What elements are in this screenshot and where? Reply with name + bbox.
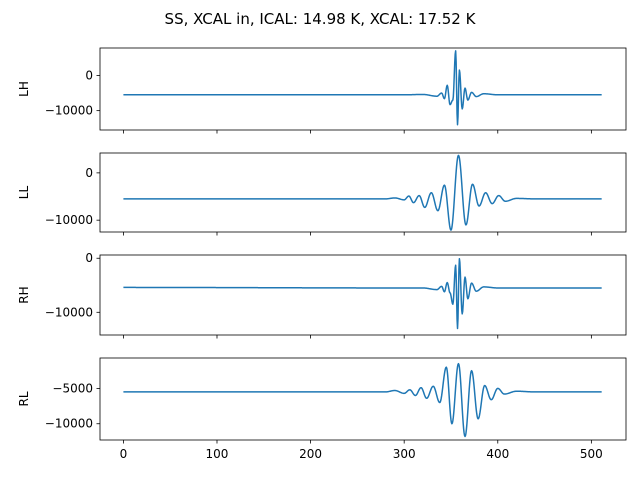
y-tick-label: 0 bbox=[85, 251, 93, 265]
y-tick-label: −10000 bbox=[45, 417, 93, 431]
x-tick-label: 200 bbox=[299, 447, 322, 461]
series-line-rh bbox=[123, 258, 602, 330]
figure-suptitle: SS, XCAL in, ICAL: 14.98 K, XCAL: 17.52 … bbox=[165, 10, 477, 28]
x-tick-label: 100 bbox=[206, 447, 229, 461]
axes-frame bbox=[99, 152, 627, 233]
subplot-ll: 0 −10000 LL bbox=[17, 152, 627, 236]
y-tick-label: −5000 bbox=[52, 381, 93, 395]
y-tick-label: 0 bbox=[85, 68, 93, 82]
axes-frame bbox=[99, 47, 627, 131]
y-axis-label: RL bbox=[17, 391, 31, 406]
subplot-rl: −5000 −10000 0 100 200 300 400 500 RL bbox=[17, 357, 627, 461]
y-tick-label: −10000 bbox=[45, 305, 93, 319]
subplot-panels: 0 −10000 LH 0 −10000 LL 0 −10000 RH −5000 −10000 0 1… bbox=[17, 47, 627, 461]
series-line-ll bbox=[123, 154, 602, 231]
subplot-rh: 0 −10000 RH bbox=[17, 251, 627, 339]
x-tick-label: 0 bbox=[120, 447, 128, 461]
y-axis-label: RH bbox=[17, 286, 31, 303]
axes-frame bbox=[99, 254, 627, 336]
y-axis-label: LL bbox=[17, 186, 31, 200]
series-line-rl bbox=[123, 362, 602, 438]
y-tick-label: 0 bbox=[85, 166, 93, 180]
y-tick-label: −10000 bbox=[45, 104, 93, 118]
x-tick-label: 500 bbox=[580, 447, 603, 461]
x-tick-label: 300 bbox=[393, 447, 416, 461]
x-tick-label: 400 bbox=[486, 447, 509, 461]
y-axis-label: LH bbox=[17, 81, 31, 97]
series-line-lh bbox=[123, 50, 602, 126]
subplot-lh: 0 −10000 LH bbox=[17, 47, 627, 134]
axes-frame bbox=[99, 357, 627, 441]
y-tick-label: −10000 bbox=[45, 213, 93, 227]
